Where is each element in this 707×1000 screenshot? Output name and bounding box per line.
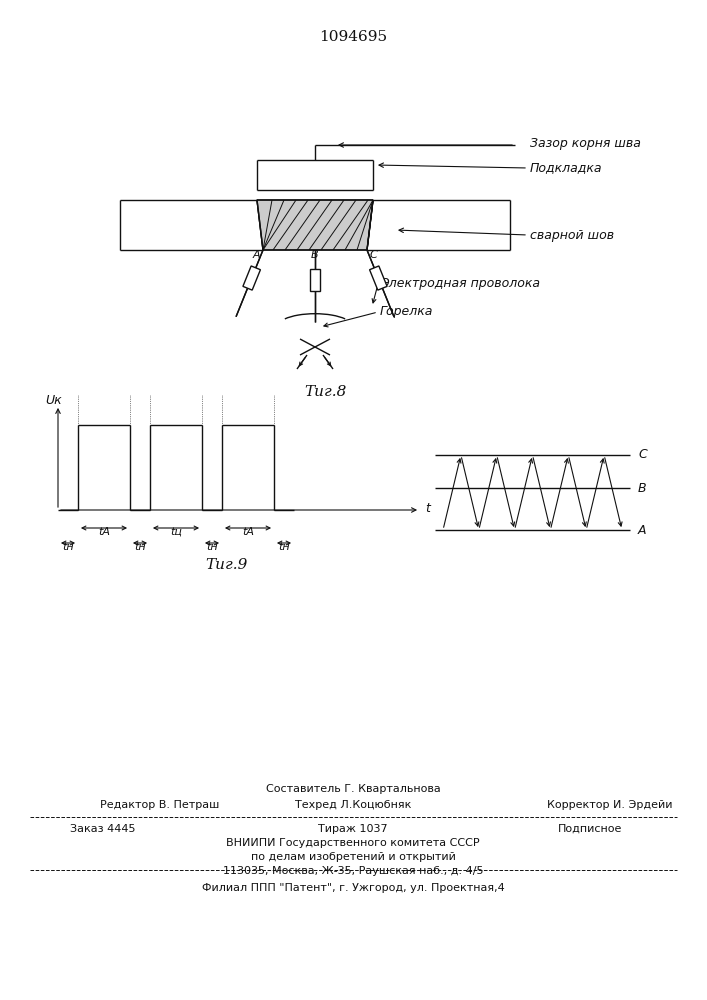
Text: Электродная проволока: Электродная проволока (380, 277, 540, 290)
Text: tА: tА (242, 527, 254, 537)
Text: Филиал ППП "Патент", г. Ужгород, ул. Проектная,4: Филиал ППП "Патент", г. Ужгород, ул. Про… (201, 883, 504, 893)
Text: Редактор В. Петраш: Редактор В. Петраш (100, 800, 219, 810)
Text: по делам изобретений и открытий: по делам изобретений и открытий (250, 852, 455, 862)
Text: ВНИИПИ Государственного комитета СССР: ВНИИПИ Государственного комитета СССР (226, 838, 480, 848)
Text: Подписное: Подписное (558, 824, 622, 834)
Text: Заказ 4445: Заказ 4445 (70, 824, 136, 834)
Text: 1094695: 1094695 (319, 30, 387, 44)
Text: Тираж 1037: Тираж 1037 (318, 824, 388, 834)
Text: Техред Л.Коцюбняк: Техред Л.Коцюбняк (295, 800, 411, 810)
Text: B: B (638, 482, 647, 494)
Text: Зазор корня шва: Зазор корня шва (530, 136, 641, 149)
Text: B: B (311, 250, 319, 260)
Text: A: A (638, 524, 646, 536)
Text: tА: tА (98, 527, 110, 537)
Polygon shape (370, 266, 387, 290)
Text: tц: tц (170, 527, 182, 537)
Text: Корректор И. Эрдейи: Корректор И. Эрдейи (547, 800, 673, 810)
Text: Составитель Г. Квартальнова: Составитель Г. Квартальнова (266, 784, 440, 794)
Text: A: A (252, 250, 260, 260)
Polygon shape (310, 269, 320, 291)
Text: Горелка: Горелка (380, 306, 433, 318)
Text: t: t (425, 502, 430, 514)
Text: C: C (370, 250, 378, 260)
Text: tн: tн (134, 542, 146, 552)
Text: сварной шов: сварной шов (530, 229, 614, 241)
Text: tн: tн (62, 542, 74, 552)
Text: tн: tн (278, 542, 290, 552)
Text: Τиг.9: Τиг.9 (205, 558, 247, 572)
Text: Τиг.8: Τиг.8 (304, 385, 346, 399)
Text: Подкладка: Подкладка (530, 161, 602, 174)
Text: tн: tн (206, 542, 218, 552)
Text: Uк: Uк (46, 394, 62, 408)
Text: C: C (638, 448, 647, 462)
Polygon shape (257, 200, 373, 250)
Text: 113035, Москва, Ж-35, Раушская наб., д. 4/5: 113035, Москва, Ж-35, Раушская наб., д. … (223, 866, 484, 876)
Polygon shape (243, 266, 260, 290)
